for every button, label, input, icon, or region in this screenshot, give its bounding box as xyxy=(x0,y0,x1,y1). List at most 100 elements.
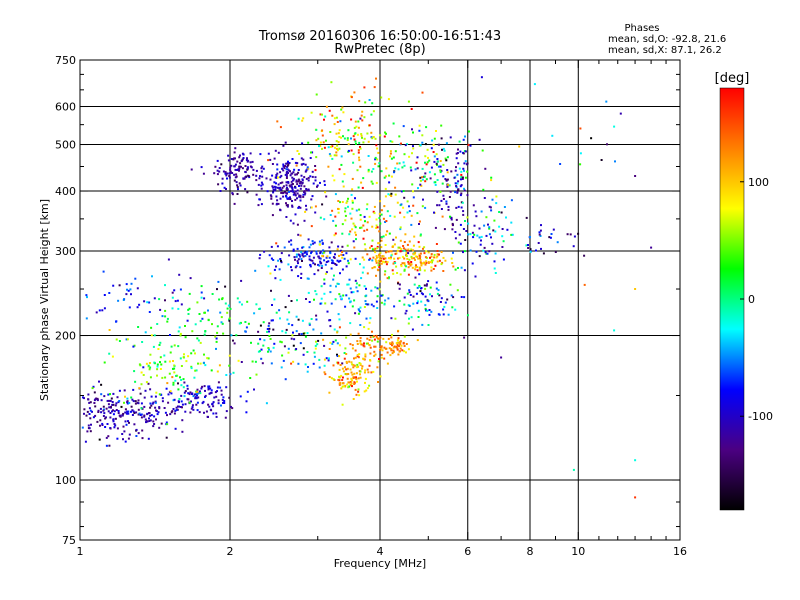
scatter-point xyxy=(432,143,435,146)
scatter-point xyxy=(338,168,341,171)
scatter-point xyxy=(296,180,299,183)
scatter-point xyxy=(114,417,117,420)
scatter-point xyxy=(408,205,410,208)
scatter-point xyxy=(145,421,147,424)
scatter-point xyxy=(279,182,282,185)
scatter-point xyxy=(424,287,427,290)
scatter-point xyxy=(245,159,248,161)
scatter-point xyxy=(260,167,263,170)
scatter-point xyxy=(416,302,419,305)
scatter-point xyxy=(169,351,172,354)
scatter-point xyxy=(317,255,320,258)
scatter-point xyxy=(270,362,273,365)
scatter-point xyxy=(352,135,355,138)
scatter-point xyxy=(341,232,344,235)
scatter-point xyxy=(330,241,333,244)
scatter-point xyxy=(133,412,136,414)
scatter-point xyxy=(421,323,424,326)
scatter-point xyxy=(308,322,311,325)
scatter-point xyxy=(335,140,338,143)
scatter-point xyxy=(406,249,409,252)
scatter-point xyxy=(301,182,304,185)
scatter-point xyxy=(354,279,357,282)
scatter-point xyxy=(90,423,92,426)
scatter-point xyxy=(434,226,437,229)
scatter-point xyxy=(258,308,261,310)
scatter-point xyxy=(299,194,302,197)
scatter-point xyxy=(260,357,263,360)
scatter-point xyxy=(125,423,128,426)
scatter-point xyxy=(172,381,175,384)
scatter-point xyxy=(273,342,276,345)
scatter-point xyxy=(297,275,300,278)
scatter-point xyxy=(353,126,356,129)
scatter-point xyxy=(307,176,310,179)
scatter-point xyxy=(299,187,302,190)
scatter-point xyxy=(156,413,159,416)
scatter-point xyxy=(193,393,196,396)
scatter-point xyxy=(122,412,125,415)
scatter-point xyxy=(315,128,318,131)
scatter-point xyxy=(579,127,582,130)
scatter-point xyxy=(238,301,241,304)
scatter-point xyxy=(355,393,358,396)
scatter-point xyxy=(178,326,181,329)
scatter-point xyxy=(249,152,252,155)
scatter-point xyxy=(417,241,420,244)
scatter-point xyxy=(321,252,324,255)
scatter-point xyxy=(236,297,239,300)
scatter-point xyxy=(215,415,218,418)
scatter-point xyxy=(355,378,358,380)
scatter-point xyxy=(375,144,378,147)
scatter-point xyxy=(375,335,378,338)
scatter-point xyxy=(339,295,342,298)
scatter-point xyxy=(273,185,276,188)
scatter-point xyxy=(301,119,304,122)
scatter-point xyxy=(236,169,239,171)
scatter-point xyxy=(267,152,270,155)
scatter-point xyxy=(459,223,462,226)
scatter-point xyxy=(370,170,373,173)
scatter-point xyxy=(281,181,284,184)
scatter-point xyxy=(391,344,393,347)
scatter-point xyxy=(314,169,317,172)
scatter-point xyxy=(272,188,275,191)
scatter-point xyxy=(406,211,409,214)
scatter-point xyxy=(272,259,275,261)
scatter-point xyxy=(133,423,136,426)
scatter-point xyxy=(258,177,261,180)
scatter-point xyxy=(525,216,528,219)
scatter-point xyxy=(344,347,347,350)
scatter-point xyxy=(400,190,403,193)
scatter-point xyxy=(161,315,164,318)
scatter-point xyxy=(370,303,373,306)
scatter-point xyxy=(180,394,183,397)
scatter-point xyxy=(501,228,504,230)
scatter-point xyxy=(352,153,355,156)
scatter-point xyxy=(345,252,348,255)
scatter-point xyxy=(164,284,166,287)
scatter-point xyxy=(96,397,99,400)
scatter-point xyxy=(107,410,110,413)
scatter-point xyxy=(302,117,305,120)
scatter-point xyxy=(178,273,181,276)
scatter-point xyxy=(138,412,141,415)
scatter-point xyxy=(297,258,300,261)
scatter-point xyxy=(155,409,157,412)
scatter-point xyxy=(389,342,392,345)
scatter-point xyxy=(260,203,263,206)
scatter-point xyxy=(284,378,287,381)
scatter-point xyxy=(346,283,349,286)
scatter-point xyxy=(370,289,373,292)
scatter-point xyxy=(292,249,295,252)
scatter-point xyxy=(153,423,156,425)
scatter-point xyxy=(449,215,451,218)
scatter-point xyxy=(319,250,322,253)
scatter-point xyxy=(446,156,449,159)
scatter-point xyxy=(335,154,338,157)
scatter-point xyxy=(274,188,277,191)
scatter-point xyxy=(376,307,379,309)
scatter-point xyxy=(378,253,381,256)
scatter-point xyxy=(416,286,419,289)
scatter-point xyxy=(311,195,314,198)
